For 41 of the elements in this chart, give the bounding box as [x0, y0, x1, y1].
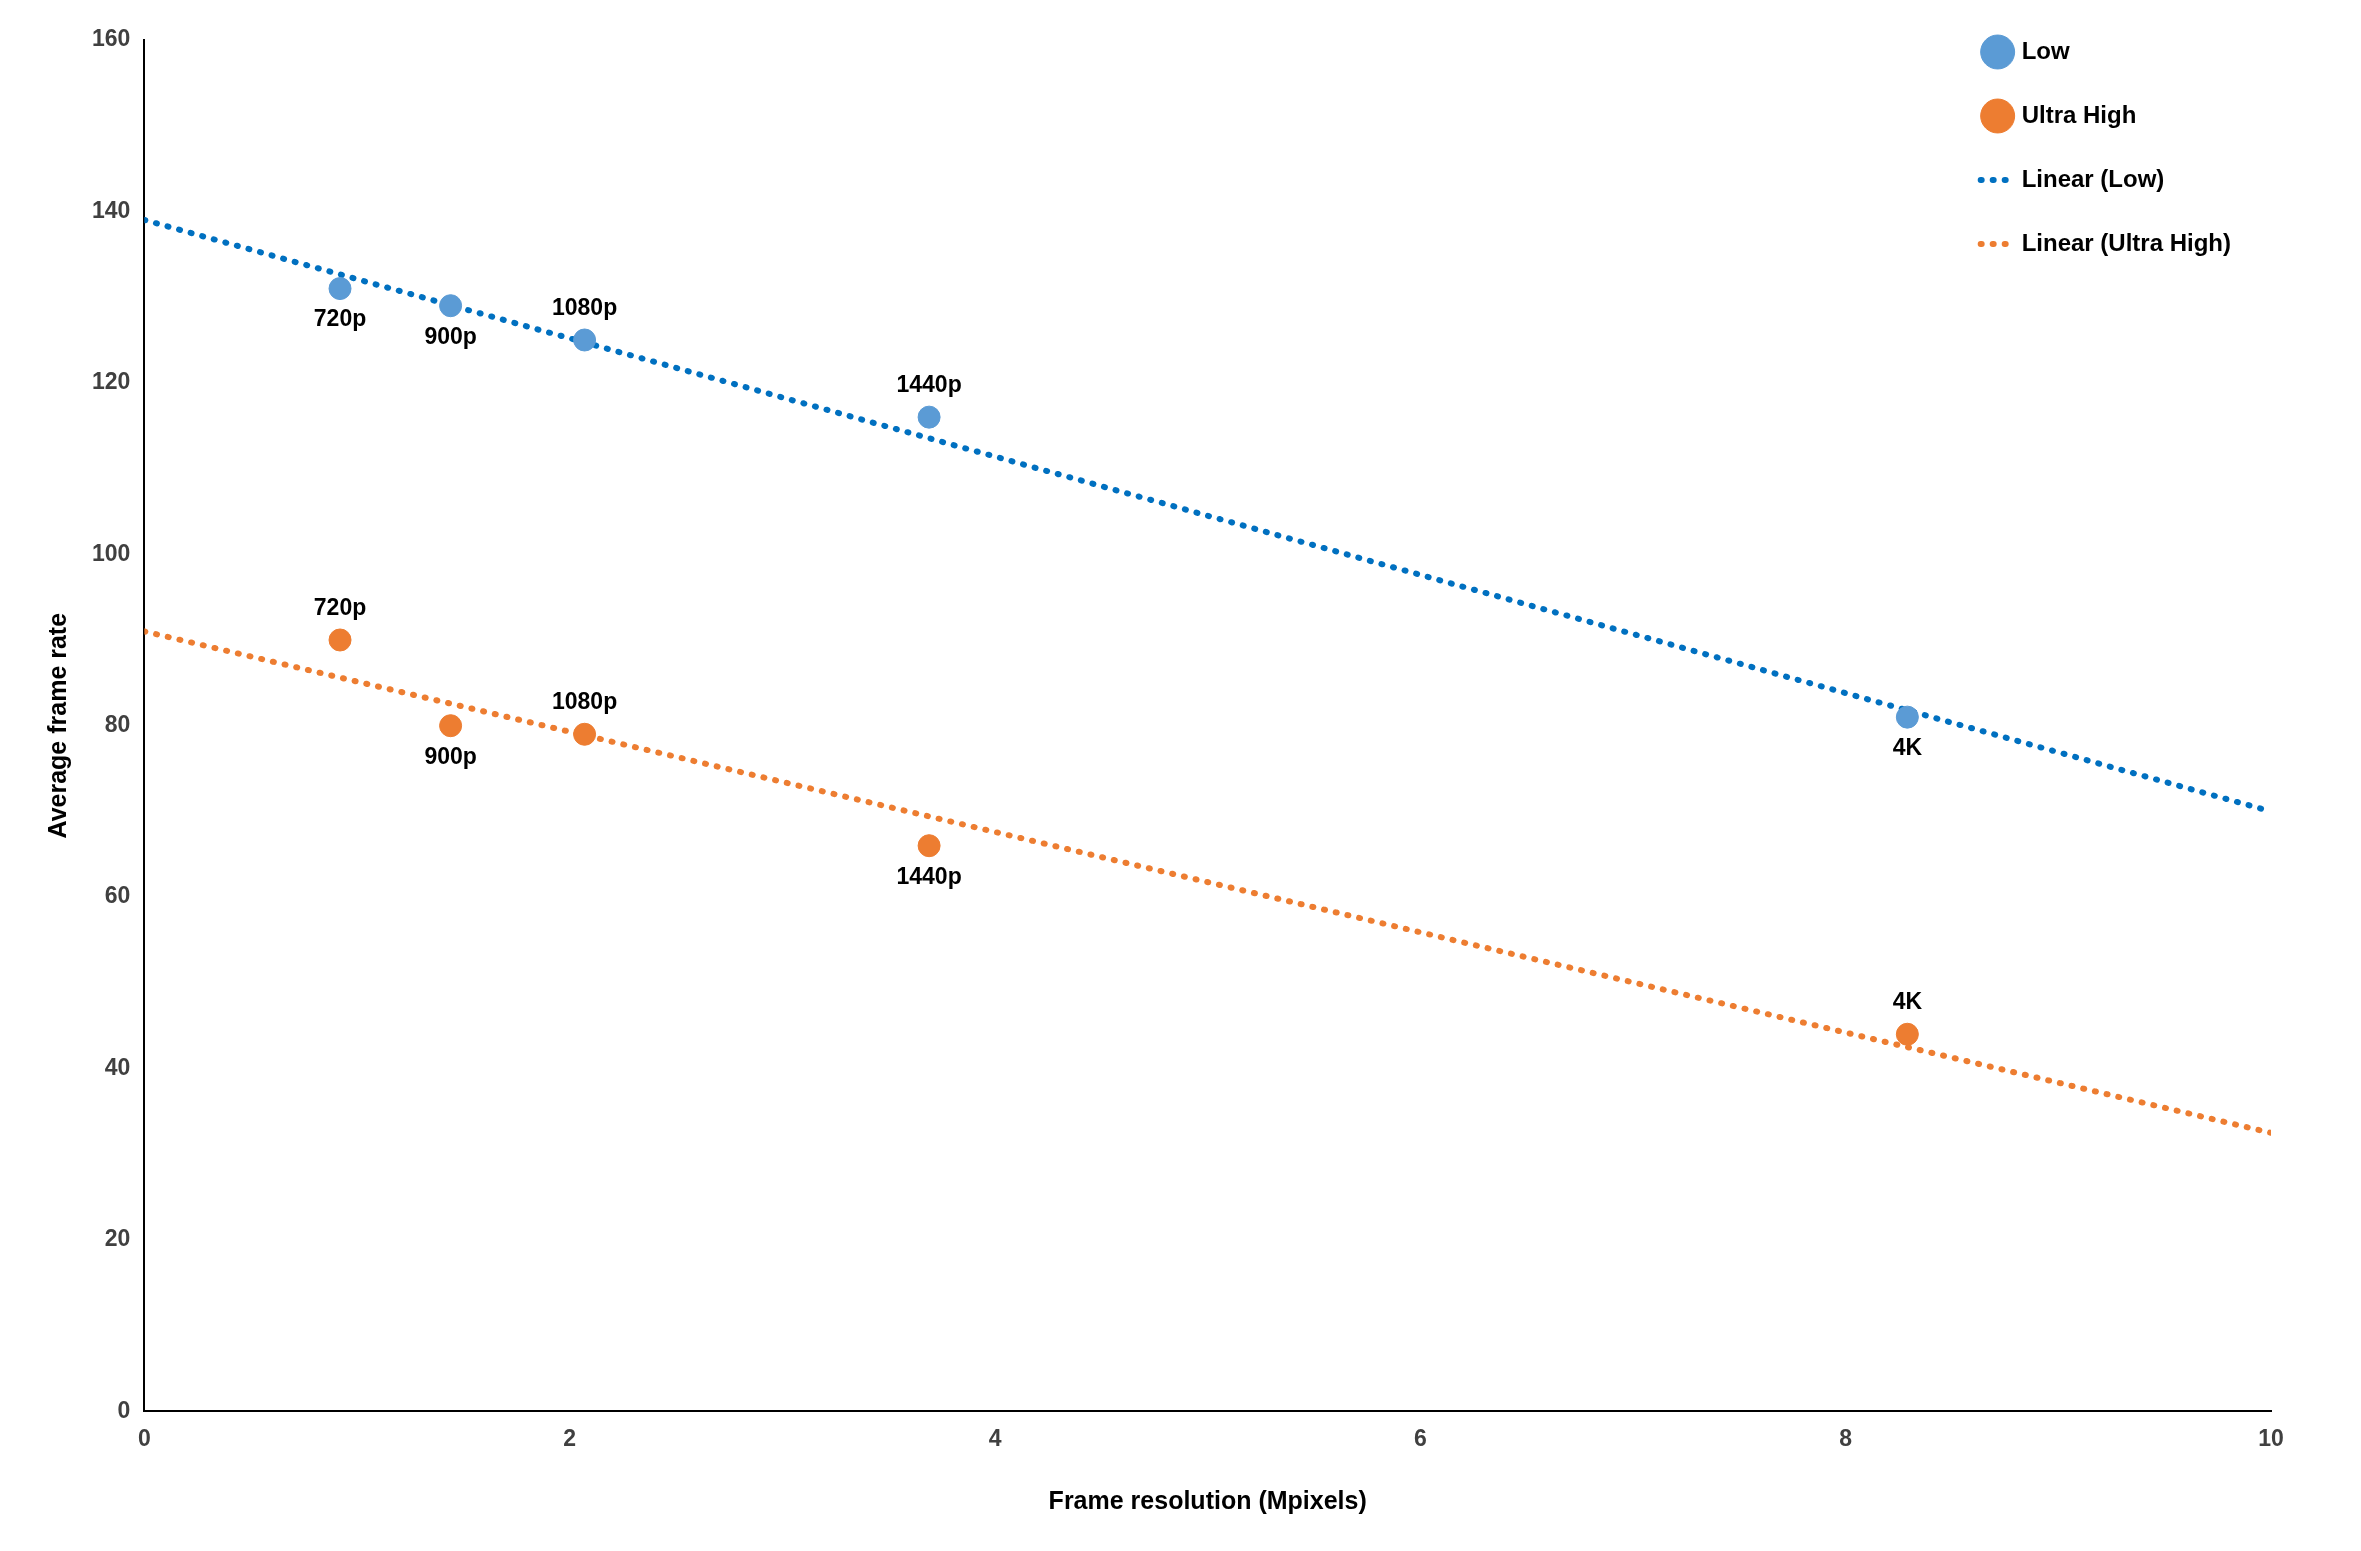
y-tick-label: 120 — [92, 368, 131, 395]
x-tick-label: 0 — [137, 1424, 151, 1451]
point — [573, 722, 597, 746]
annotation: 720p — [313, 305, 367, 332]
legend-label: Ultra High — [2021, 100, 2137, 128]
x-tick-label: 10 — [2258, 1424, 2284, 1451]
y-tick-label: 100 — [92, 539, 131, 566]
point — [439, 714, 463, 738]
y-tick-label: 0 — [117, 1396, 131, 1423]
point — [1895, 1022, 1919, 1046]
y-tick-label: 160 — [92, 25, 131, 52]
y-axis-title: Average frame rate — [42, 612, 71, 839]
x-tick-label: 8 — [1839, 1424, 1853, 1451]
annotation: 900p — [424, 742, 477, 769]
legend-label: Linear (Low) — [2021, 164, 2165, 192]
annotation: 900p — [424, 322, 477, 349]
point — [328, 628, 352, 652]
point — [917, 834, 941, 858]
point — [439, 294, 463, 318]
annotation: 1080p — [551, 293, 618, 320]
x-axis-title: Frame resolution (Mpixels) — [1048, 1485, 1367, 1514]
point — [917, 405, 941, 429]
point — [1895, 705, 1919, 729]
y-tick-label: 20 — [104, 1225, 131, 1252]
annotation: 720p — [313, 593, 367, 620]
x-tick-label: 6 — [1413, 1424, 1427, 1451]
y-tick-label: 40 — [104, 1053, 131, 1080]
y-tick-label: 80 — [104, 711, 131, 738]
annotation: 1440p — [896, 862, 962, 889]
x-tick-label: 2 — [563, 1424, 577, 1451]
point — [573, 328, 597, 352]
annotation: 4K — [1892, 988, 1923, 1015]
x-tick-label: 4 — [988, 1424, 1002, 1451]
point — [328, 277, 352, 301]
annotation: 1080p — [551, 688, 618, 715]
y-tick-label: 60 — [104, 882, 131, 909]
legend-label: Low — [2021, 36, 2070, 64]
legend-label: Linear (Ultra High) — [2021, 228, 2231, 256]
y-tick-label: 140 — [92, 196, 131, 223]
annotation: 1440p — [896, 370, 962, 397]
annotation: 4K — [1892, 733, 1923, 760]
